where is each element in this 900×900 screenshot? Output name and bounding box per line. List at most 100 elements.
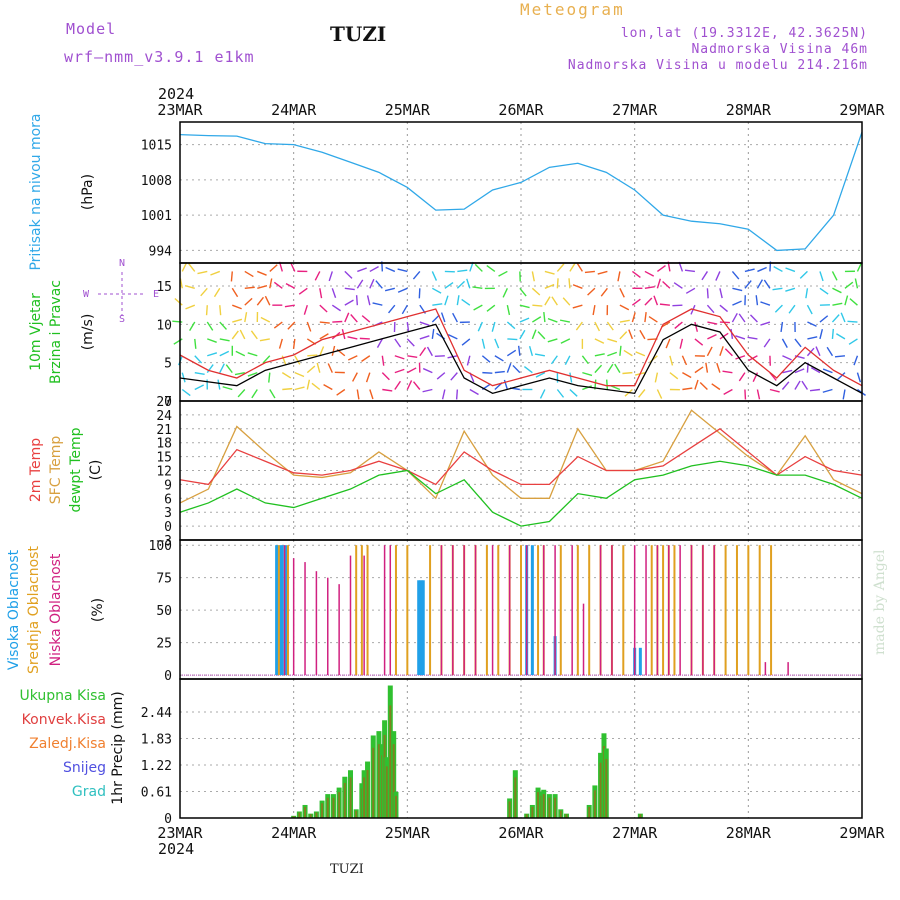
wind-vector bbox=[365, 372, 371, 383]
wind-vector bbox=[654, 372, 659, 383]
wind-vector bbox=[594, 338, 605, 344]
wind-vector bbox=[494, 370, 505, 374]
wind-vector bbox=[474, 263, 483, 272]
cloud-high-bar bbox=[280, 545, 284, 676]
wind-vector bbox=[184, 285, 195, 289]
wind-vector bbox=[235, 350, 246, 357]
wind-vector bbox=[232, 318, 243, 323]
precip-conv-bar bbox=[392, 744, 395, 818]
cloud-high-bar bbox=[419, 580, 423, 676]
wind-vector bbox=[347, 355, 358, 361]
wind-vector bbox=[466, 278, 471, 289]
wind-vector bbox=[366, 295, 371, 306]
cloud-mid-bar bbox=[735, 545, 738, 676]
wind-vector bbox=[744, 280, 752, 289]
wind-vector bbox=[619, 345, 622, 356]
wind-vector bbox=[706, 346, 713, 357]
wind-vector bbox=[461, 338, 471, 346]
sfc-temp-line bbox=[179, 409, 863, 504]
wind-vector bbox=[672, 304, 683, 307]
wind-vector bbox=[273, 321, 283, 329]
wind-vector bbox=[303, 304, 308, 315]
y-tick-label: 15 bbox=[156, 280, 172, 295]
wind-vector bbox=[582, 371, 593, 377]
wind-vector bbox=[356, 279, 364, 289]
wind-vector bbox=[244, 297, 253, 306]
wind-vector bbox=[440, 312, 446, 323]
wind-vector bbox=[506, 349, 517, 357]
precip-conv-bar bbox=[514, 777, 517, 818]
date-label-bottom: 24MAR bbox=[271, 824, 317, 842]
precip-conv-bar bbox=[508, 801, 511, 818]
precip-conv-bar bbox=[304, 806, 307, 818]
wind-vector bbox=[544, 270, 555, 275]
wind-vector bbox=[369, 389, 374, 400]
y-tick-label: 21 bbox=[156, 423, 172, 438]
y-tick-label: 0.61 bbox=[141, 786, 172, 801]
wind-vector bbox=[528, 345, 534, 356]
cloud-mid-bar bbox=[485, 545, 488, 676]
cloud-low-bar bbox=[463, 545, 465, 676]
wind-vector bbox=[213, 287, 221, 298]
sfc-axis-title: SFC Temp bbox=[48, 436, 64, 505]
cloud-mid-bar bbox=[366, 545, 369, 676]
wind-vector bbox=[225, 364, 233, 374]
wind-vector bbox=[606, 321, 614, 331]
wind-vector bbox=[406, 321, 410, 333]
date-label-top: 24MAR bbox=[271, 101, 317, 119]
wind-vector bbox=[701, 271, 709, 281]
wind-vector bbox=[432, 303, 443, 306]
wind-vector bbox=[582, 385, 592, 391]
precip-conv-bar bbox=[559, 810, 562, 818]
wind-vector bbox=[434, 355, 445, 357]
precip-conv-bar bbox=[394, 795, 397, 818]
wind-vector bbox=[547, 338, 558, 343]
wind-vector bbox=[422, 388, 433, 393]
wind-vector bbox=[361, 355, 371, 362]
wind-vector bbox=[422, 367, 433, 374]
precip-conv-bar bbox=[326, 797, 329, 818]
wind-vector bbox=[669, 372, 679, 380]
legend-conv: Konvek.Kisa bbox=[22, 712, 106, 728]
wind-vector bbox=[543, 312, 546, 323]
wind-vector bbox=[251, 389, 258, 399]
y-tick-label: 1008 bbox=[141, 174, 172, 189]
wind-vector bbox=[659, 303, 670, 306]
wind-vector bbox=[648, 315, 658, 323]
wind-vector bbox=[744, 268, 755, 273]
wind-vector bbox=[217, 379, 221, 390]
wind-vector bbox=[531, 316, 542, 323]
wind-vector bbox=[719, 346, 724, 356]
lonlat-label: lon,lat (19.3312E, 42.3625N) bbox=[620, 26, 868, 41]
wind-vector bbox=[801, 380, 809, 390]
legend-frz: Zaledj.Kisa bbox=[29, 736, 106, 752]
wind-vector bbox=[292, 338, 296, 349]
wind-vector bbox=[219, 363, 225, 373]
wind-vector bbox=[262, 355, 271, 364]
wind-vector bbox=[491, 321, 496, 332]
wind-vector bbox=[407, 355, 418, 359]
wind-vector bbox=[441, 389, 446, 400]
wind-vector bbox=[431, 314, 440, 323]
y-tick-label: 2.44 bbox=[141, 706, 172, 721]
wind-vector bbox=[853, 355, 859, 366]
y-tick-label: 6 bbox=[164, 492, 172, 507]
precip-conv-bar bbox=[363, 777, 366, 818]
wind-vector bbox=[188, 263, 196, 272]
wind-vector bbox=[819, 271, 824, 282]
wind-unit: (m/s) bbox=[80, 314, 96, 351]
wind-vector bbox=[705, 362, 709, 373]
cloud-mid-bar bbox=[758, 545, 761, 676]
wind-vector bbox=[744, 389, 747, 400]
cloud-low-bar bbox=[599, 545, 602, 676]
wind-vector bbox=[194, 384, 205, 391]
wind-vector bbox=[481, 338, 486, 349]
cloud-mid-axis-title: Srednja Oblacnost bbox=[26, 546, 42, 674]
wind-axis-title-2: Brzina i Pravac bbox=[48, 280, 64, 384]
wind-vector bbox=[719, 332, 729, 340]
cloud-mid-bar bbox=[277, 545, 280, 676]
precip-conv-bar bbox=[537, 792, 540, 818]
wind-vector bbox=[477, 321, 483, 332]
y-tick-label: 25 bbox=[156, 637, 172, 652]
precip-conv-bar bbox=[315, 812, 318, 818]
